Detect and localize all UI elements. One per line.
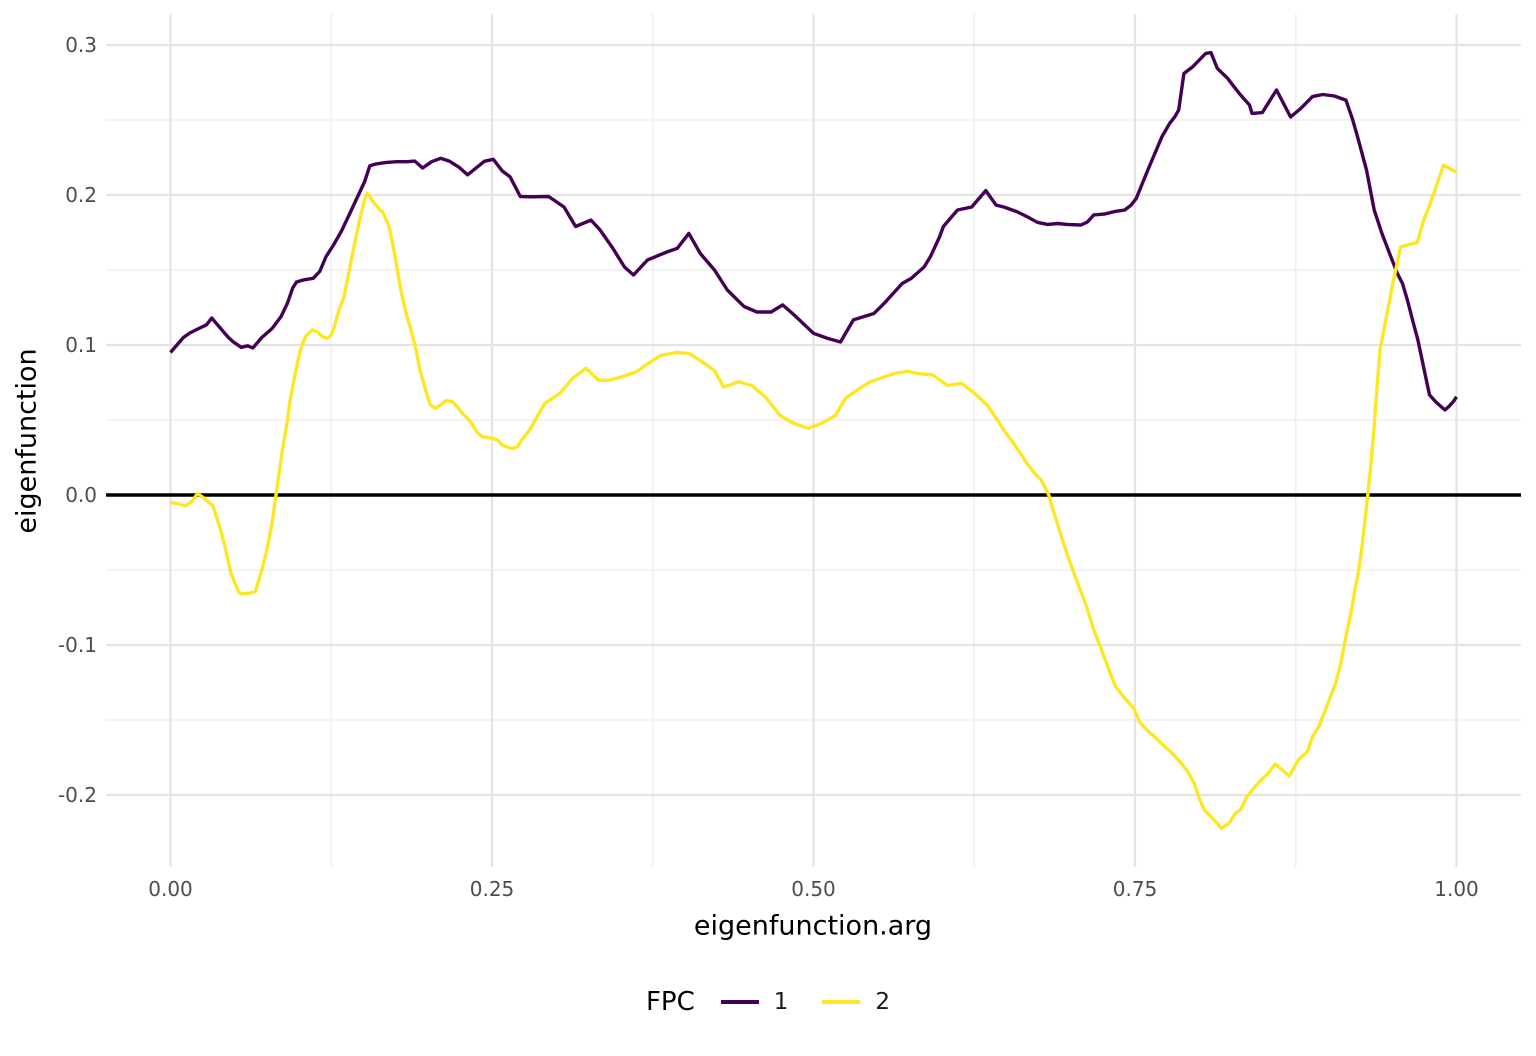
- x-axis-title: eigenfunction.arg: [693, 910, 933, 942]
- legend-item-fpc1: 1: [720, 989, 789, 1015]
- x-tick-label: 0.00: [148, 877, 193, 901]
- legend: FPC 1 2: [0, 984, 1536, 1020]
- fpc2-line: [170, 163, 1458, 830]
- y-tick-label: 0.3: [65, 33, 97, 57]
- y-tick-label: 0.1: [65, 333, 97, 357]
- fpc1-line: [169, 50, 1458, 412]
- y-tick-label: 0.2: [65, 183, 97, 207]
- y-tick-label: 0.0: [65, 483, 97, 507]
- legend-item-fpc2: 2: [822, 989, 890, 1015]
- legend-title: FPC: [645, 987, 695, 1017]
- y-axis-title: eigenfunction: [11, 348, 43, 534]
- x-tick-label: 0.75: [1112, 877, 1158, 901]
- fpc2-line-swatch: [822, 1000, 861, 1004]
- legend-label-fpc1: 1: [773, 989, 789, 1015]
- y-tick-label: -0.2: [57, 783, 97, 807]
- fpc1-line-swatch: [720, 1000, 759, 1004]
- x-tick-label: 0.25: [469, 877, 515, 901]
- legend-label-fpc2: 2: [875, 989, 891, 1015]
- y-tick-label: -0.1: [57, 633, 97, 657]
- x-tick-label: 0.50: [791, 877, 836, 901]
- x-tick-label: 1.00: [1434, 877, 1479, 901]
